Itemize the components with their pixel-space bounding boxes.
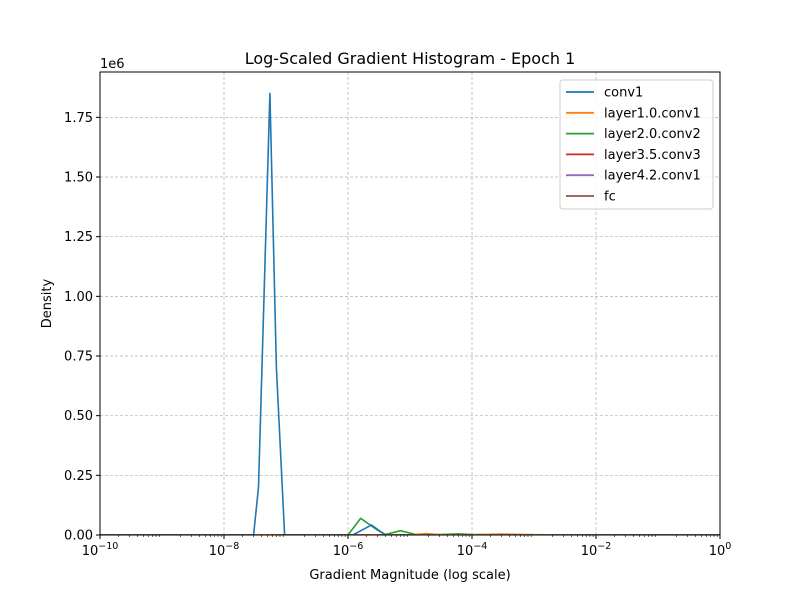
x-axis-ticks: 10−10 10−8 10−6 10−4 10−2 100 [82, 535, 732, 559]
chart-title: Log-Scaled Gradient Histogram - Epoch 1 [245, 49, 576, 68]
y-tick-label: 1.50 [64, 171, 93, 186]
x-tick-label: 10−8 [209, 541, 240, 559]
legend: conv1 layer1.0.conv1 layer2.0.conv2 layer3.… [559, 79, 714, 210]
legend-label: layer4.2.conv1 [604, 169, 701, 184]
x-axis-label: Gradient Magnitude (log scale) [309, 568, 510, 583]
legend-label: layer1.0.conv1 [604, 106, 701, 121]
plot-frame [99, 71, 721, 536]
legend-label: layer3.5.conv3 [604, 148, 701, 163]
y-offset-label: 1e6 [100, 57, 125, 72]
legend-box [559, 79, 714, 210]
y-tick-label: 1.75 [64, 111, 93, 126]
y-tick-label: 0.00 [64, 529, 93, 544]
y-axis-label: Density [40, 278, 55, 328]
x-tick-label: 10−2 [581, 541, 612, 559]
series-line-conv1 [100, 92, 720, 535]
y-tick-label: 1.00 [64, 290, 93, 305]
legend-label: conv1 [604, 86, 643, 101]
y-tick-label: 0.75 [64, 350, 93, 365]
x-tick-label: 10−4 [457, 541, 488, 559]
legend-label: fc [604, 190, 616, 205]
y-tick-label: 0.25 [64, 469, 93, 484]
y-axis-ticks: 0.00 0.25 0.50 0.75 1.00 1.25 1.50 1.75 [64, 111, 100, 544]
legend-label: layer2.0.conv2 [604, 127, 701, 142]
y-tick-label: 1.25 [64, 230, 93, 245]
y-tick-label: 0.50 [64, 409, 93, 424]
x-tick-label: 10−6 [333, 541, 364, 559]
x-tick-label: 10−10 [82, 541, 119, 559]
x-tick-label: 100 [709, 541, 732, 559]
